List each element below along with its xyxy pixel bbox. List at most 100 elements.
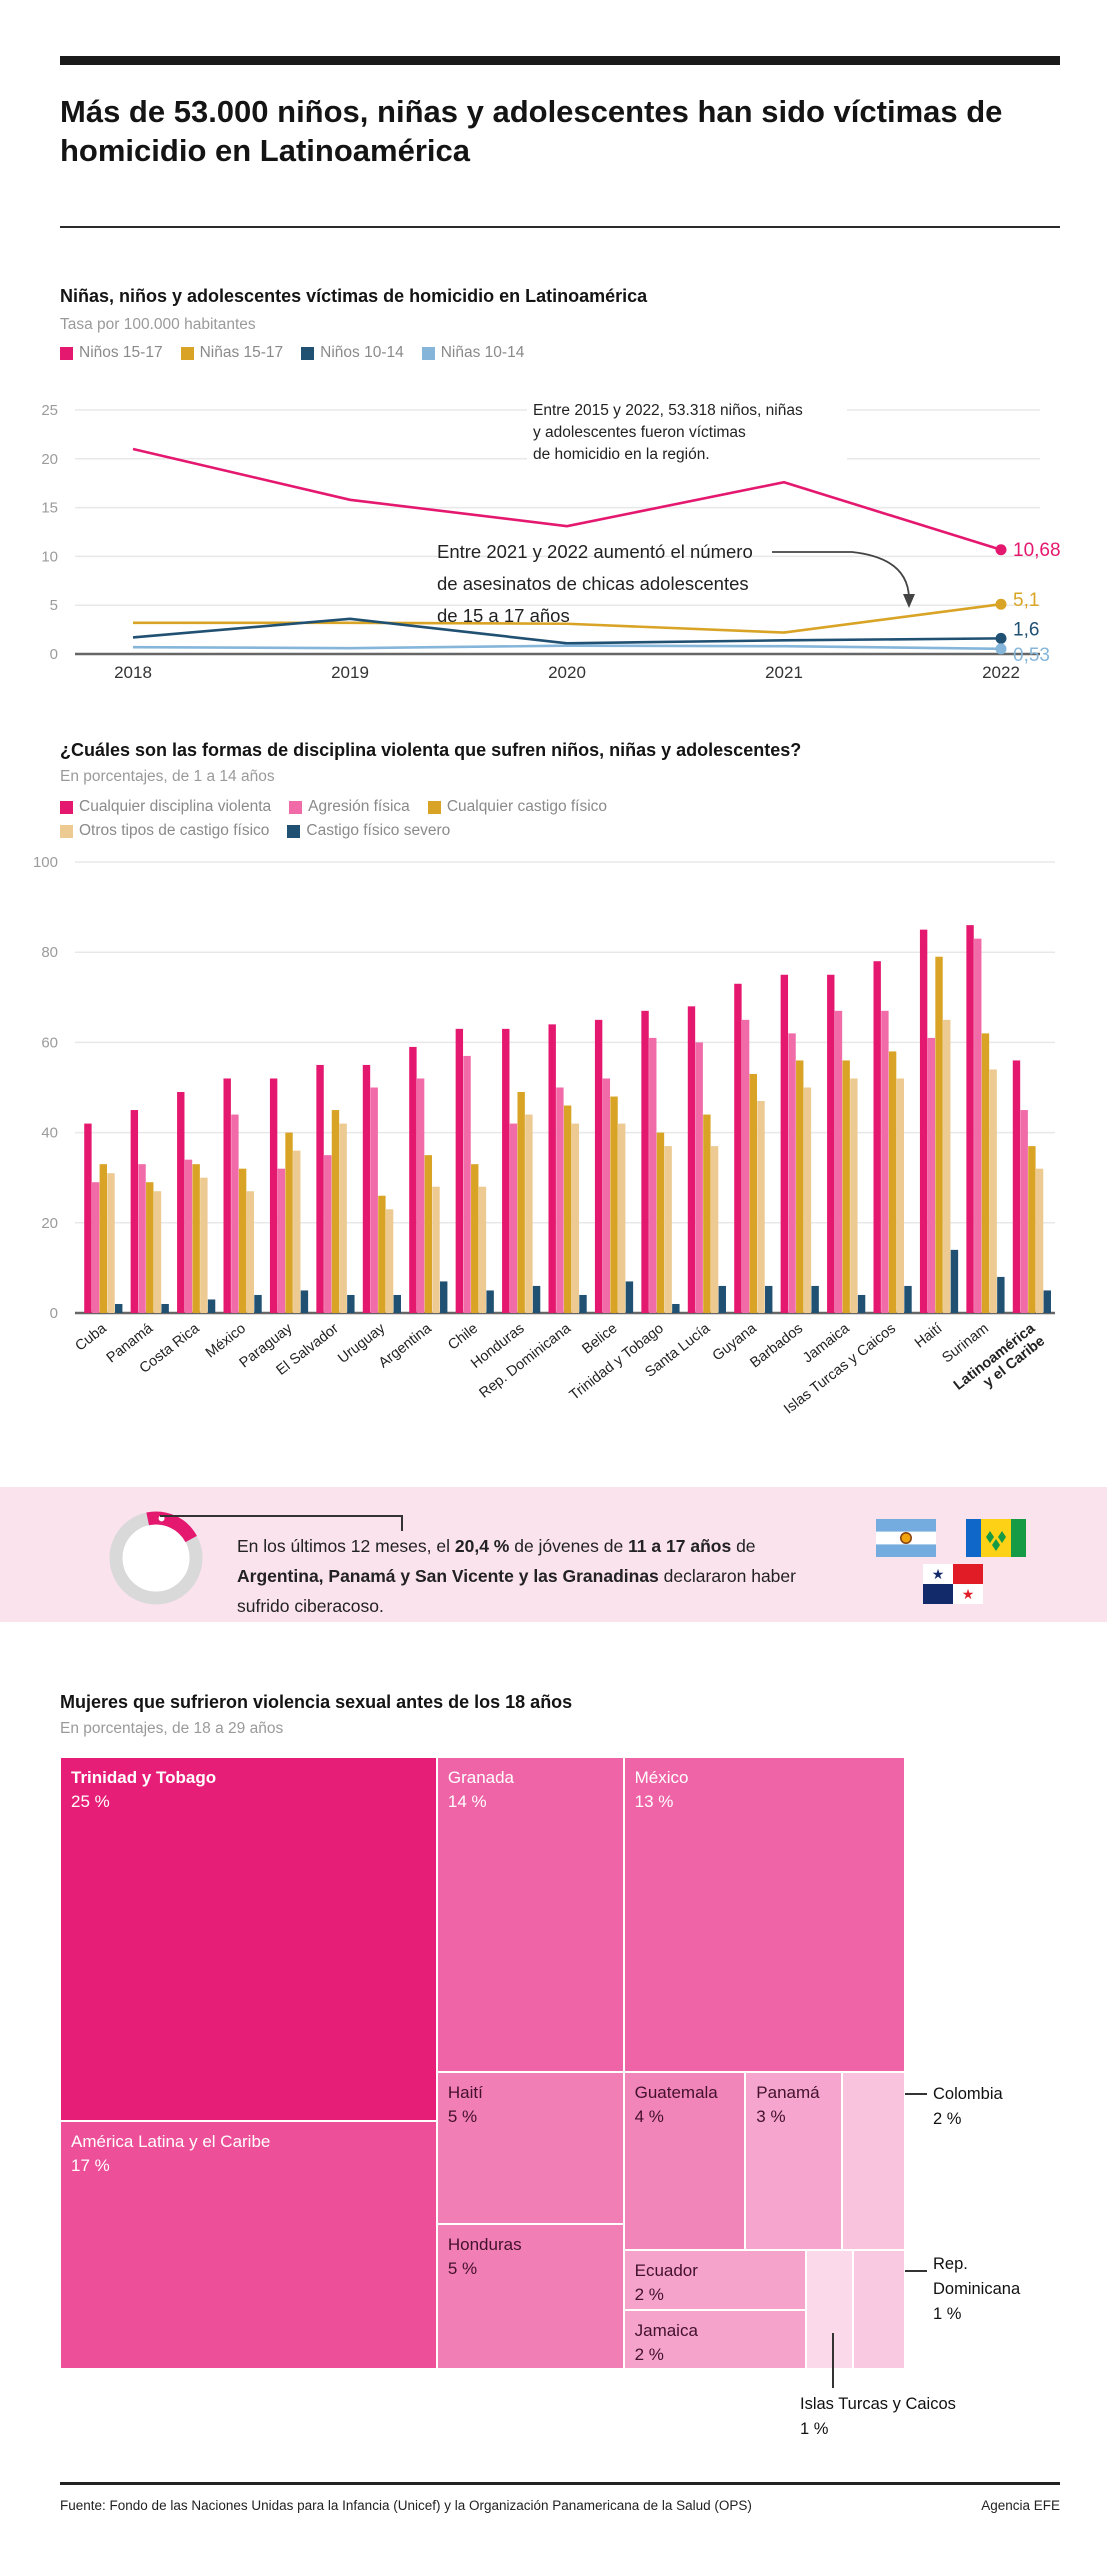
line-chart-subtitle: Tasa por 100.000 habitantes [60, 316, 256, 333]
treemap-node-name: Trinidad y Tobago [71, 1768, 217, 1787]
bar-category-label: Chile [445, 1321, 481, 1354]
islas-turcas-name: Islas Turcas y Caicos [800, 2395, 956, 2413]
svg-text:60: 60 [41, 1034, 58, 1051]
treemap-node-name: Jamaica [634, 2320, 698, 2340]
bar [463, 1055, 471, 1313]
treemap-node-label: Granada 14 % [438, 1758, 623, 1814]
line-chart-title: Niñas, niños y adolescentes víctimas de … [60, 286, 648, 306]
bar [254, 1294, 262, 1313]
bar [525, 1114, 533, 1313]
bar [966, 925, 974, 1313]
treemap-node-value: 2 % [634, 2344, 664, 2364]
colombia-callout-label: Colombia 2 % [933, 2082, 1003, 2132]
bar [1020, 1110, 1028, 1313]
chart-annotation: de asesinatos de chicas adolescentes [437, 573, 749, 594]
bar [757, 1101, 765, 1313]
legend-item-0: Cualquier disciplina violenta [60, 798, 271, 816]
rep-dominicana-callout-label: Rep. Dominicana 1 % [933, 2252, 1020, 2327]
treemap-node-trinidad-y-tobago: Trinidad y Tobago 25 % [60, 1757, 437, 2122]
bar [1012, 1060, 1021, 1313]
series-end-label: 5,1 [1013, 590, 1039, 611]
argentina-flag-icon [876, 1519, 936, 1557]
svg-text:0: 0 [50, 646, 58, 663]
bar [563, 1105, 572, 1313]
chart-annotation: y adolescentes fueron víctimas [533, 424, 746, 441]
treemap-node-value: 4 % [634, 2107, 664, 2127]
bar [842, 1060, 850, 1313]
line-series [132, 617, 1002, 645]
rep-dominicana-name-1: Rep. [933, 2255, 968, 2273]
bar [107, 1173, 115, 1313]
treemap-node-granada: Granada 14 % [436, 1757, 624, 2073]
bar-chart-legend-row2: Otros tipos de castigo físico Castigo fís… [60, 822, 450, 840]
bar [989, 1069, 997, 1313]
bar-chart-legend-row1: Cualquier disciplina violenta Agresión fí… [60, 798, 607, 816]
bar [231, 1114, 239, 1313]
bar-category-label: Haití [912, 1321, 945, 1352]
bar [138, 1164, 146, 1313]
svg-text:★: ★ [932, 1566, 945, 1582]
series-end-dot [995, 544, 1007, 556]
bar [200, 1177, 208, 1313]
panama-flag-icon: ★ ★ [923, 1564, 983, 1604]
treemap-node-guatemala: Guatemala 4 % [623, 2072, 746, 2251]
bar [532, 1285, 541, 1313]
treemap-subtitle: En porcentajes, de 18 a 29 años [60, 1720, 284, 1737]
treemap-node-label: Jamaica 2 % [625, 2311, 806, 2367]
bar [99, 1164, 108, 1313]
line-chart-legend: Niños 15-17 Niñas 15-17 Niños 10-14 Niñas 1… [60, 344, 524, 362]
treemap-node-value: 2 % [634, 2285, 664, 2305]
bar [649, 1037, 657, 1313]
svg-text:20: 20 [41, 1215, 58, 1232]
treemap-node-value: 17 % [71, 2156, 110, 2176]
bar [269, 1078, 278, 1313]
legend-item-0: Niños 15-17 [60, 344, 163, 362]
page-title: Más de 53.000 niños, niñas y adolescente… [60, 94, 1003, 168]
treemap-node-value: 14 % [447, 1792, 487, 1811]
bar [409, 1046, 417, 1313]
bar [502, 1028, 510, 1313]
series-end-dot [995, 632, 1007, 644]
bar [641, 1010, 649, 1313]
legend-swatch-icon [180, 346, 194, 360]
bar [1035, 1168, 1044, 1313]
bar [1028, 1146, 1036, 1313]
bar [509, 1123, 518, 1313]
bar [827, 974, 835, 1313]
islas-turcas-callout-label: Islas Turcas y Caicos 1 % [800, 2392, 956, 2442]
treemap-node-islas-turcas-y-caicos [806, 2250, 854, 2369]
cyber-text-bold: 11 a 17 años [628, 1536, 732, 1556]
treemap-title: Mujeres que sufrieron violencia sexual a… [60, 1692, 573, 1712]
svg-text:15: 15 [41, 500, 58, 517]
cyber-text-run: de [731, 1536, 756, 1556]
bar [718, 1285, 726, 1313]
bar [780, 974, 789, 1313]
bar [695, 1042, 703, 1313]
bar [517, 1092, 525, 1313]
treemap-node-m-xico: México 13 % [623, 1757, 905, 2073]
treemap-node-label: América Latina y el Caribe 17 % [61, 2122, 436, 2178]
treemap-node-label: Ecuador 2 % [625, 2251, 806, 2307]
legend-label: Cualquier disciplina violenta [79, 798, 272, 815]
bar [416, 1078, 425, 1313]
bar [950, 1249, 959, 1313]
treemap-node-am-rica-latina-y-el-caribe: América Latina y el Caribe 17 % [60, 2121, 437, 2369]
islas-turcas-callout-line [832, 2333, 834, 2388]
bar [749, 1073, 758, 1313]
bar [293, 1150, 301, 1313]
svg-text:100: 100 [33, 854, 58, 871]
treemap-node-panam-: Panamá 3 % [745, 2072, 843, 2251]
legend-label: Castigo físico severo [306, 822, 451, 839]
bar [432, 1186, 440, 1313]
bar [579, 1294, 587, 1313]
bar [618, 1123, 626, 1313]
bar [207, 1299, 216, 1313]
bar [602, 1078, 611, 1313]
cyberbullying-text: En los últimos 12 meses, el 20,4 % de jó… [237, 1531, 837, 1621]
donut-callout-line-v [401, 1515, 403, 1531]
bar [223, 1078, 231, 1313]
colombia-name: Colombia [933, 2085, 1003, 2103]
svg-text:2018: 2018 [114, 663, 152, 682]
bar [548, 1024, 556, 1313]
